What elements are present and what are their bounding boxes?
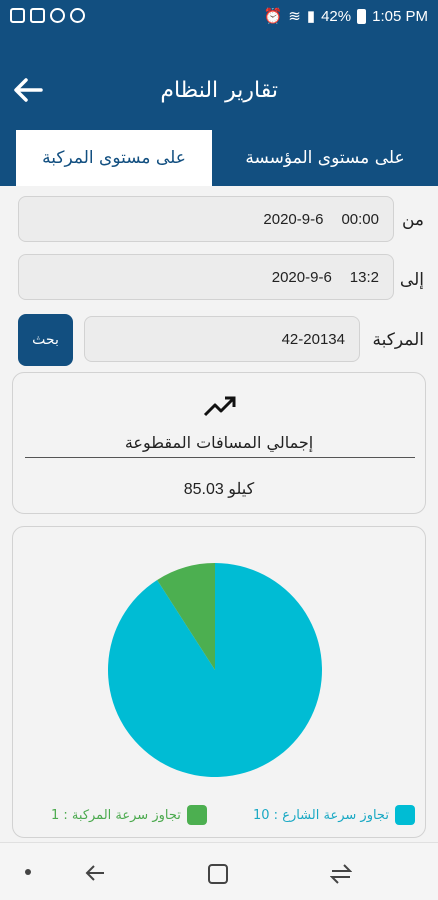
notification-icons [10,8,85,23]
distance-title: إجمالي المسافات المقطوعة [124,433,314,452]
distance-card: إجمالي المسافات المقطوعة 85.03 كيلو [12,372,426,514]
vehicle-value: 42-20134 [281,330,345,348]
to-datetime-field[interactable]: 2020-9-6 13:2 [18,254,394,300]
back-arrow-icon[interactable] [10,72,46,108]
tab-organization-level[interactable]: على مستوى المؤسسة [245,148,405,168]
from-time: 00:00 [341,210,379,228]
pie-slice-street-speeding [107,563,322,777]
page-title: تقارير النظام [160,78,278,103]
from-label: من [401,210,424,230]
battery-percent: 42% [321,7,352,25]
vehicle-field[interactable]: 42-20134 [84,316,360,362]
system-nav-bar [0,842,438,900]
to-time: 13:2 [349,268,379,286]
pie-slice-vehicle-speeding [157,563,215,670]
legend-street-swatch [394,805,415,825]
search-button[interactable]: بحث [18,314,73,366]
system-icons: ⏰ ≋ ▮ 42% 1:05 PM [263,7,428,26]
legend-vehicle-label: تجاوز سرعة المركبة : 1 [51,807,181,823]
nav-switch-icon[interactable] [329,863,353,889]
trending-up-icon [203,395,237,421]
legend-street-speeding: تجاوز سرعة الشارع : 10 [253,805,415,825]
report-content: من 2020-9-6 00:00 إلى 2020-9-6 13:2 المر… [0,186,438,842]
tab-vehicle-level[interactable]: على مستوى المركبة [16,130,212,186]
nav-back-icon[interactable] [84,863,106,887]
whatsapp-icon [50,8,65,23]
messenger-icon [70,8,85,23]
distance-value: 85.03 كيلو [183,481,255,498]
nav-dot-icon[interactable] [25,869,31,875]
image-icon [30,8,45,23]
battery-icon [357,8,367,24]
legend-street-label: تجاوز سرعة الشارع : 10 [253,807,389,823]
wifi-icon: ≋ [288,8,301,25]
divider [25,457,415,458]
signal-icon: ▮ [306,8,316,25]
status-bar: ⏰ ≋ ▮ 42% 1:05 PM [0,0,438,34]
legend-vehicle-swatch [186,805,207,825]
violations-pie-chart [107,563,322,777]
from-date: 2020-9-6 [263,210,324,228]
to-date: 2020-9-6 [271,268,332,286]
from-datetime-field[interactable]: 2020-9-6 00:00 [18,196,394,242]
alarm-icon: ⏰ [263,8,283,25]
nav-recents-icon[interactable] [208,864,228,884]
gallery-icon [10,8,25,23]
violations-chart-card: تجاوز سرعة الشارع : 10 تجاوز سرعة المركب… [12,526,426,838]
to-label: إلى [399,270,424,290]
clock: 1:05 PM [372,7,428,25]
vehicle-label: المركبة [372,330,424,350]
legend-vehicle-speeding: تجاوز سرعة المركبة : 1 [51,805,207,825]
app-bar: تقارير النظام على مستوى المؤسسة على مستو… [0,34,438,186]
